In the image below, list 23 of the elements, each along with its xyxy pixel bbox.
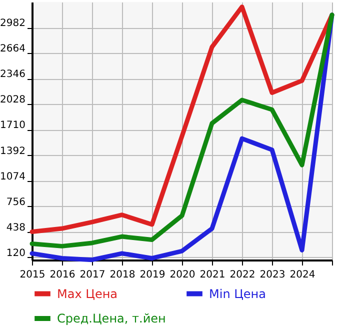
- x-tick-label: 2018: [110, 270, 136, 280]
- y-tick-label: 1074: [0, 171, 26, 182]
- y-tick-label: 2664: [0, 44, 26, 55]
- x-tick-label: 2016: [50, 270, 76, 280]
- y-tick-label: 1392: [0, 146, 26, 157]
- y-tick-label: 2028: [0, 94, 26, 106]
- x-tick-label: 2017: [80, 270, 106, 280]
- y-tick-label: 756: [6, 196, 26, 208]
- x-tick-label: 2020: [170, 270, 196, 280]
- y-tick-label: 120: [6, 248, 26, 259]
- x-tick-label: 2022: [230, 270, 256, 280]
- x-tick-label: 2021: [200, 270, 226, 280]
- legend-label: Сред.Цена, т.йен: [57, 312, 166, 326]
- x-tick-label: 2019: [140, 270, 166, 280]
- x-tick-label: 2015: [20, 270, 46, 280]
- x-tick-label: 2024: [290, 270, 316, 280]
- y-tick-label: 438: [6, 222, 26, 234]
- x-tick-label: 2023: [260, 270, 286, 280]
- y-tick-label: 2982: [0, 18, 26, 30]
- y-tick-label: 1710: [0, 120, 26, 132]
- legend-label: Max Цена: [57, 286, 118, 301]
- legend-label: Min Цена: [209, 286, 266, 301]
- y-tick-label: 2346: [0, 69, 26, 80]
